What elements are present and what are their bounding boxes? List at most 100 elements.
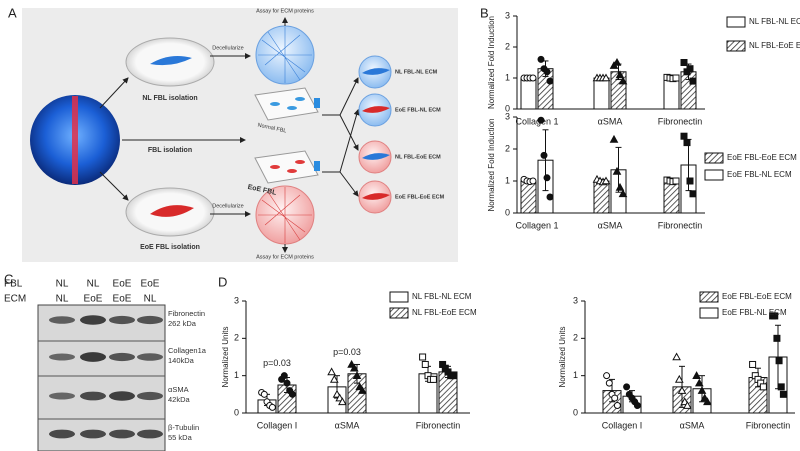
- legend-label: EoE FBL-NL ECM: [722, 308, 787, 317]
- x-tick-label: αSMA: [598, 220, 623, 230]
- cell: [362, 193, 390, 200]
- y-axis-label: Normalized Fold Induction: [487, 16, 496, 109]
- bar: [663, 77, 680, 110]
- panel-label: C: [4, 271, 13, 286]
- diagram: NL FBL isolation FBL isolation EoE FBL i…: [22, 8, 458, 262]
- band: [80, 391, 106, 401]
- cell: [362, 106, 390, 113]
- outcome-label: EoE FBL-NL ECM: [395, 107, 441, 113]
- data-point: [694, 378, 704, 387]
- bar: [520, 77, 537, 110]
- y-tick-label: 3: [505, 10, 510, 20]
- y-tick-label: 1: [573, 370, 578, 380]
- data-point: [680, 132, 688, 140]
- legend-swatch: [389, 307, 409, 319]
- legend-label: NL FBL-NL ECM: [749, 17, 800, 26]
- arrow: [339, 109, 360, 173]
- lane-label: EoE: [113, 279, 132, 290]
- x-tick-label: Collagen I: [257, 420, 298, 430]
- data-point: [358, 386, 367, 394]
- data-point: [537, 55, 545, 63]
- culture-box: [254, 87, 319, 121]
- data-point: [543, 68, 551, 76]
- lane-label: NL: [56, 294, 69, 305]
- x-tick-label: Fibronectin: [658, 220, 703, 230]
- band: [109, 391, 135, 401]
- outcome-label: NL FBL-EoE ECM: [395, 154, 441, 160]
- band-name: Fibronectin: [168, 309, 205, 318]
- legend-label: NL FBL-NL ECM: [412, 292, 472, 301]
- cap: [314, 98, 320, 108]
- data-point: [543, 174, 551, 182]
- band-size: 42kDa: [168, 395, 191, 404]
- panel-label: D: [218, 274, 227, 289]
- data-point: [288, 390, 296, 398]
- x-tick-label: Collagen I: [602, 420, 643, 430]
- blot-image: [37, 304, 166, 451]
- legend-swatch: [704, 169, 724, 181]
- band: [49, 316, 75, 324]
- cell: [150, 205, 194, 217]
- y-axis-label: Normalized Units: [558, 327, 567, 388]
- band: [137, 315, 163, 325]
- panel-label: A: [8, 5, 17, 20]
- ecm-fibers: [258, 187, 312, 243]
- lane-label: EoE: [141, 279, 160, 290]
- band: [137, 429, 163, 439]
- legend-swatch: [726, 16, 746, 28]
- data-point: [615, 182, 625, 191]
- y-tick-label: 0: [505, 207, 510, 217]
- band: [137, 391, 163, 401]
- data-point: [773, 334, 781, 342]
- culture-box: [254, 150, 319, 184]
- data-point: [613, 402, 621, 410]
- band-size: 140kDa: [168, 356, 195, 365]
- annotation: p=0.03: [263, 358, 291, 368]
- data-point: [771, 312, 779, 320]
- x-tick-label: Fibronectin: [658, 116, 703, 126]
- data-point: [680, 59, 688, 66]
- esophagus-stripe: [72, 96, 78, 184]
- panel-label: B: [480, 5, 489, 20]
- label: Decellularize: [212, 45, 244, 51]
- x-tick-label: αSMA: [680, 420, 705, 430]
- x-tick-label: Fibronectin: [746, 420, 791, 430]
- cell: [150, 56, 192, 66]
- data-point: [612, 166, 622, 175]
- bar: [663, 180, 680, 214]
- data-point: [674, 374, 684, 383]
- y-axis-label: Normalized Fold Induction: [487, 119, 496, 212]
- data-point: [349, 363, 359, 372]
- data-point: [618, 76, 628, 85]
- data-point: [268, 403, 276, 411]
- data-point: [327, 367, 336, 376]
- outcome-label: EoE FBL-EoE ECM: [395, 194, 445, 200]
- band-name: Collagen1a: [168, 346, 207, 355]
- data-point: [449, 372, 457, 380]
- y-tick-label: 0: [505, 103, 510, 113]
- band: [80, 352, 106, 362]
- arrow: [99, 77, 129, 109]
- ecm-fibers: [258, 27, 312, 83]
- blot: [37, 304, 166, 451]
- data-point: [697, 386, 707, 394]
- y-tick-label: 2: [573, 333, 578, 343]
- data-point: [618, 189, 628, 198]
- y-tick-label: 3: [573, 295, 578, 305]
- y-tick-label: 2: [234, 333, 239, 343]
- band: [137, 353, 163, 361]
- data-point: [338, 397, 347, 406]
- lane-label: NL: [144, 294, 157, 305]
- legend-label: EoE FBL-EoE ECM: [722, 292, 792, 301]
- data-point: [605, 379, 613, 387]
- data-point: [429, 375, 437, 383]
- arrow: [339, 114, 359, 151]
- band: [109, 429, 135, 439]
- data-point: [540, 151, 548, 159]
- data-point: [779, 390, 787, 398]
- bar: [520, 180, 537, 214]
- cell: [362, 68, 390, 75]
- x-tick-label: Collagen 1: [515, 116, 558, 126]
- data-point: [686, 65, 694, 73]
